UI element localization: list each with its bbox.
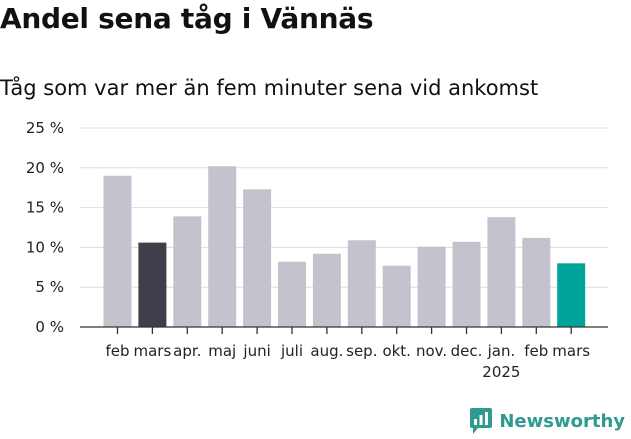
chart-subtitle: Tåg som var mer än fem minuter sena vid … [0,76,539,100]
x-tick-label: feb [105,342,129,360]
x-tick-label: mars [552,342,590,360]
bar-0 [103,175,132,327]
x-tick-label: mars [134,342,172,360]
bar-chart: 0 %5 %10 %15 %20 %25 % feb mars apr. maj jun… [26,119,608,381]
x-tick-label: maj [208,342,236,360]
x-tick-label: okt. [382,342,411,360]
x-tick-label: jan. [487,342,516,360]
x-tick-label: aug. [310,342,343,360]
bar-11 [487,217,516,327]
bar-2 [173,216,202,327]
bar-3 [208,166,237,327]
brand-footer: Newsworthy [469,407,625,435]
x-tick-label: dec. [451,342,483,360]
y-tick-label: 15 % [26,199,64,217]
y-tick-label: 20 % [26,159,64,177]
bar-13 [557,263,586,327]
bar-8 [382,265,411,327]
x-tick-label: juni [242,342,270,360]
y-tick-label: 10 % [26,238,64,256]
x-tick-label: sep. [346,342,377,360]
x-tick-label: nov. [416,342,447,360]
x-tick-label: juli [280,342,303,360]
y-tick-label: 0 % [35,318,64,336]
chart-title: Andel sena tåg i Vännäs [0,2,374,35]
bar-10 [452,241,481,327]
bar-12 [522,237,551,327]
newsworthy-chart-logo-icon [470,408,493,434]
bar-9 [417,246,446,327]
bar-6 [312,253,341,327]
y-tick-label: 5 % [35,278,64,296]
bar-4 [243,189,272,327]
bar-7 [347,240,376,327]
brand-name: Newsworthy [499,410,625,432]
bar-5 [278,261,306,327]
x-tick-label: feb [524,342,548,360]
bars [103,166,586,327]
y-tick-label: 25 % [26,119,64,137]
x-tick-label: apr. [173,342,201,360]
y-axis-ticks: 0 % 5 % 10 % 15 % 20 % 25 % [26,119,64,336]
bar-1 [138,242,167,327]
x-year-label: 2025 [482,363,520,381]
grid-lines [80,127,608,288]
x-axis-ticks: feb mars apr. maj juni juli aug. sep. okt. nov. de… [105,327,590,381]
